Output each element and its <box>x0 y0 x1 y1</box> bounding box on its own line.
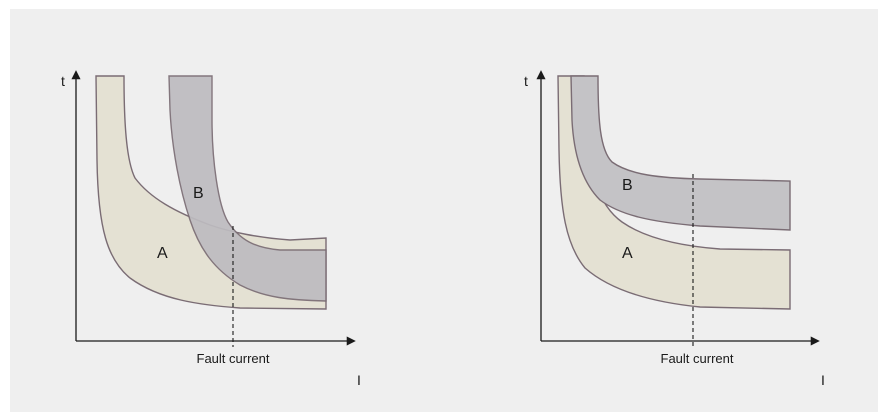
left-band-b-label: B <box>193 185 204 202</box>
right-fault-label: Fault current <box>661 351 734 366</box>
left-y-label: t <box>61 73 65 89</box>
right-y-label: t <box>524 73 528 89</box>
right-band-b <box>570 75 791 231</box>
right-band-a-label: A <box>622 245 633 262</box>
left-band-a-label: A <box>157 245 168 262</box>
left-band-b <box>168 75 327 302</box>
left-x-label: I <box>357 372 361 388</box>
right-band-b-label: B <box>622 177 633 194</box>
right-diagram: t I Fault current A B <box>524 70 825 388</box>
right-x-label: I <box>821 372 825 388</box>
left-fault-label: Fault current <box>197 351 270 366</box>
left-diagram: t I Fault current A B <box>61 70 361 388</box>
